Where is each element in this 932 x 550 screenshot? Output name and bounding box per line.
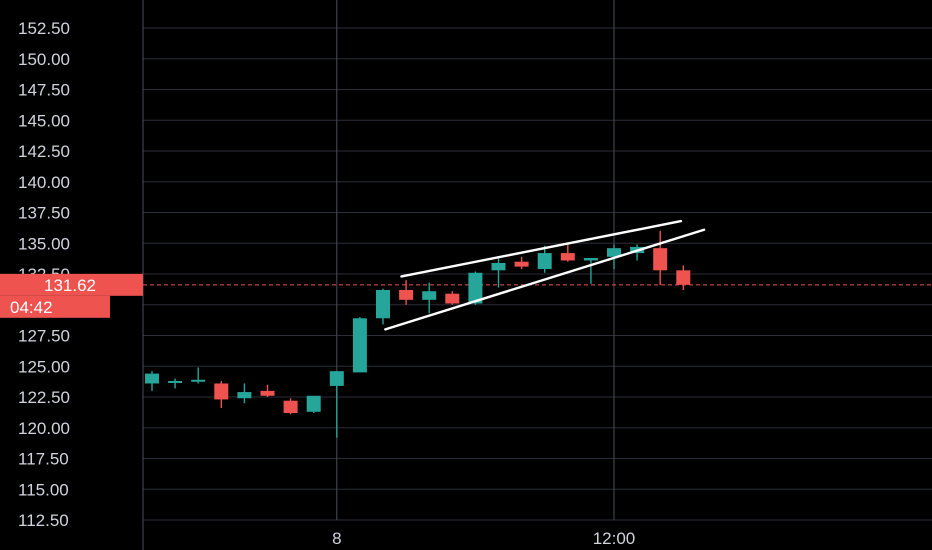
candle-body[interactable] [329, 371, 344, 386]
candle-body[interactable] [468, 272, 483, 304]
candle-body[interactable] [422, 291, 437, 300]
candle-body[interactable] [560, 253, 575, 261]
candle-body[interactable] [537, 253, 552, 270]
candle-body[interactable] [214, 383, 229, 400]
candle-body[interactable] [583, 258, 598, 261]
candle-body[interactable] [168, 381, 183, 384]
x-tick-label: 12:00 [593, 529, 636, 548]
candle-body[interactable] [306, 395, 321, 412]
current-price-label: 131.62 [44, 276, 96, 295]
y-tick-label: 152.50 [18, 19, 70, 38]
candle-body[interactable] [145, 373, 159, 384]
x-tick-label: 8 [332, 529, 341, 548]
candle-body[interactable] [376, 289, 390, 319]
y-tick-label: 125.00 [18, 357, 70, 376]
trendline[interactable] [400, 219, 683, 278]
candle-body[interactable] [283, 400, 298, 413]
countdown-badge [0, 295, 110, 318]
candle-body[interactable] [191, 379, 206, 382]
y-tick-label: 117.50 [18, 450, 69, 469]
y-tick-label: 120.00 [18, 419, 70, 438]
candle-body[interactable] [237, 392, 252, 399]
y-tick-label: 122.50 [18, 388, 70, 407]
candle-body[interactable] [260, 390, 275, 396]
candle-body[interactable] [607, 248, 621, 257]
candle-body[interactable] [653, 248, 668, 271]
y-tick-label: 142.50 [18, 142, 70, 161]
countdown-label: 04:42 [10, 298, 53, 317]
y-tick-label: 145.00 [18, 111, 70, 130]
current-price-badge [0, 273, 143, 296]
candle-body[interactable] [514, 261, 529, 267]
y-tick-label: 135.00 [18, 234, 70, 253]
trendline[interactable] [384, 228, 706, 331]
y-tick-label: 147.50 [18, 81, 70, 100]
y-tick-label: 150.00 [18, 50, 70, 69]
candle-body[interactable] [399, 289, 414, 300]
candle-body[interactable] [352, 318, 367, 373]
y-tick-label: 127.50 [18, 327, 70, 346]
y-tick-label: 137.50 [18, 204, 70, 223]
y-tick-label: 140.00 [18, 173, 70, 192]
y-tick-label: 112.50 [18, 511, 69, 530]
candle-body[interactable] [445, 293, 460, 304]
candle-body[interactable] [491, 262, 506, 271]
y-tick-label: 115.00 [18, 480, 69, 499]
candle-body[interactable] [676, 270, 691, 285]
